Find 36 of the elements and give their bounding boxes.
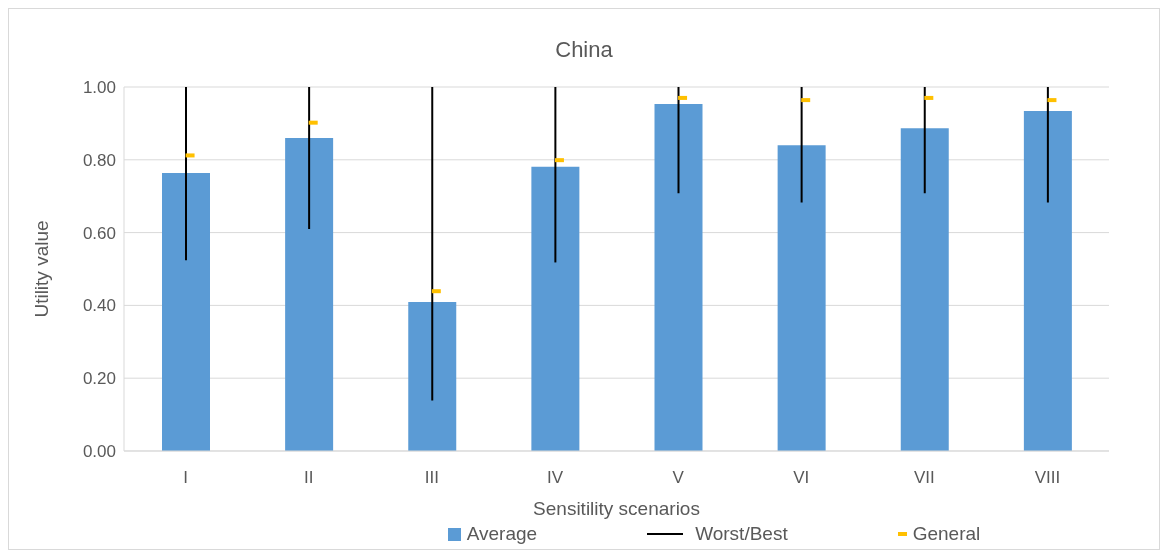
x-tick-label: I <box>183 468 188 488</box>
bar <box>554 87 557 263</box>
y-tick-label: 0.80 <box>82 150 116 170</box>
x-tick-label: VII <box>913 468 935 488</box>
bar <box>677 87 680 194</box>
x-axis-title: Sensitility scenarios <box>533 498 700 519</box>
y-tick-label: 1.00 <box>82 78 116 98</box>
bar <box>531 166 580 451</box>
y-tick-label: 0.20 <box>82 369 116 389</box>
y-axis-title: Utility value <box>30 220 52 318</box>
x-tick-label: VI <box>793 468 810 488</box>
bar <box>1023 111 1072 451</box>
bar <box>923 87 926 194</box>
x-tick-label: V <box>672 468 685 488</box>
bar <box>654 104 703 451</box>
y-tick-label: 0.40 <box>82 296 116 316</box>
bar <box>185 87 187 261</box>
bar <box>285 137 334 451</box>
legend-label: Worst/Best <box>695 523 788 545</box>
bar <box>900 128 949 451</box>
x-tick-label: VIII <box>1034 468 1061 488</box>
bar <box>408 302 457 451</box>
chart-title: China <box>554 37 614 63</box>
legend-label: Average <box>466 523 538 545</box>
y-tick-label: 0.60 <box>82 223 116 243</box>
bar <box>162 172 210 451</box>
y-tick-label: 0.00 <box>82 442 116 462</box>
x-tick-label: IV <box>546 468 564 488</box>
bar <box>800 87 803 203</box>
bar <box>777 145 826 451</box>
bar <box>1046 87 1049 203</box>
bar <box>431 87 434 401</box>
legend-label: General <box>912 523 981 545</box>
bar <box>308 87 311 229</box>
x-tick-label: II <box>303 468 314 488</box>
x-tick-label: III <box>424 468 439 488</box>
